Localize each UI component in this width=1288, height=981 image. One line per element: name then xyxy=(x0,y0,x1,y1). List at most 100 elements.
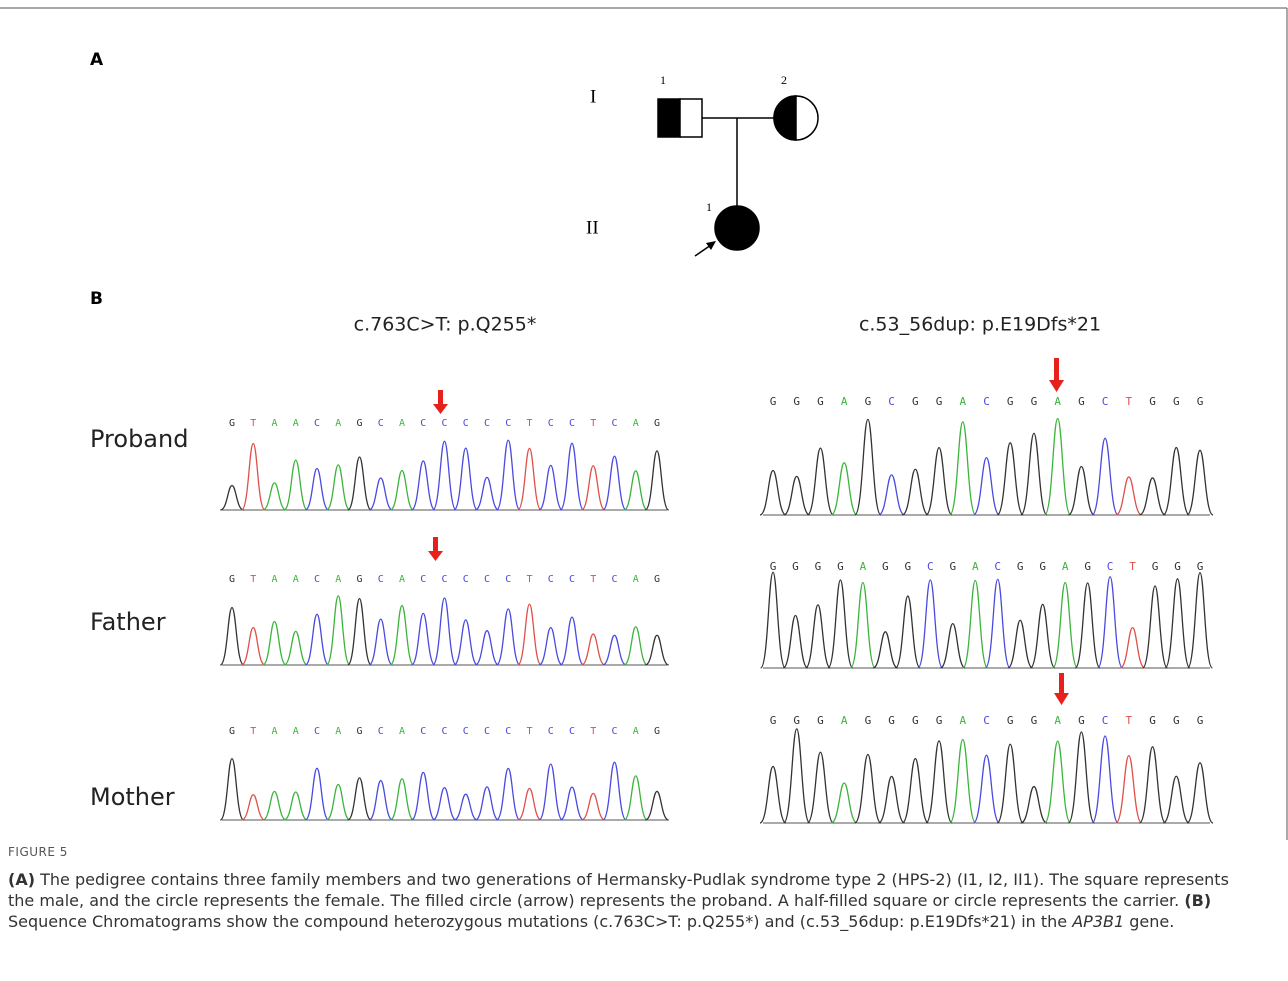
individual-number: 1 xyxy=(660,73,666,87)
trace-peak xyxy=(454,448,477,510)
trace-peak xyxy=(497,440,520,510)
base-letter: A xyxy=(293,574,299,585)
base-letter: G xyxy=(865,714,872,727)
trace-peak xyxy=(645,791,668,820)
trace-peak xyxy=(1068,466,1094,515)
base-letter: G xyxy=(356,574,362,585)
base-letter: A xyxy=(293,726,299,737)
trace-peak xyxy=(997,443,1023,515)
base-letter: G xyxy=(1084,560,1091,573)
trace-peak xyxy=(1021,433,1047,515)
trace-peak xyxy=(539,764,562,820)
trace-peak xyxy=(963,580,988,668)
base-letter: G xyxy=(1174,560,1181,573)
trace-peak xyxy=(305,768,328,820)
trace-peak xyxy=(582,793,605,820)
trace-peak xyxy=(539,465,562,510)
trace-peak xyxy=(1008,620,1033,668)
base-letter: A xyxy=(271,418,277,429)
trace-peak xyxy=(895,596,920,668)
gene-name: AP3B1 xyxy=(1072,912,1124,931)
base-letter: G xyxy=(1007,714,1014,727)
base-letter: C xyxy=(569,418,575,429)
base-letter: C xyxy=(569,726,575,737)
trace-peak xyxy=(560,443,583,510)
trace-peak xyxy=(1163,776,1189,823)
trace-peak xyxy=(327,785,350,820)
base-letter: T xyxy=(1126,395,1133,408)
base-letter: C xyxy=(441,574,447,585)
base-letter: C xyxy=(314,574,320,585)
base-letter: C xyxy=(505,574,511,585)
trace-peak xyxy=(645,635,668,665)
mutation-title: c.763C>T: p.Q255* xyxy=(354,314,537,336)
base-letter: G xyxy=(882,560,889,573)
trace-peak xyxy=(926,741,952,823)
base-letter: C xyxy=(441,726,447,737)
trace-peak xyxy=(348,778,371,820)
base-letter: G xyxy=(949,560,956,573)
base-letter: C xyxy=(484,418,490,429)
individual-number: 1 xyxy=(706,200,712,214)
base-letter: A xyxy=(1054,714,1061,727)
trace-peak xyxy=(220,608,243,665)
trace-peak xyxy=(855,419,881,515)
trace-peak xyxy=(412,613,435,665)
trace-peak xyxy=(879,475,905,515)
base-letter: C xyxy=(1102,395,1109,408)
base-letter: G xyxy=(1149,714,1156,727)
trace-peak xyxy=(390,779,413,820)
trace-peak xyxy=(973,458,999,515)
mutation-arrows xyxy=(428,358,1069,705)
base-letter: G xyxy=(1197,560,1204,573)
trace-peak xyxy=(1188,573,1213,668)
base-letter: C xyxy=(548,574,554,585)
base-letter: G xyxy=(229,418,235,429)
trace-peak xyxy=(390,606,413,665)
panel-label: B xyxy=(90,289,103,309)
trace-peak xyxy=(784,729,810,823)
trace-peak xyxy=(518,604,541,665)
trace-peak xyxy=(497,609,520,665)
base-letter: T xyxy=(250,574,256,585)
trace-peak xyxy=(433,441,456,510)
trace-peak xyxy=(918,580,943,668)
base-letter: A xyxy=(399,574,405,585)
base-letter: A xyxy=(633,574,639,585)
base-letter: C xyxy=(378,574,384,585)
trace-peak xyxy=(807,752,833,823)
base-letter: G xyxy=(1007,395,1014,408)
base-letter: A xyxy=(633,726,639,737)
base-letter: C xyxy=(420,418,426,429)
base-letter: G xyxy=(770,714,777,727)
trace-peak xyxy=(1116,756,1142,823)
trace-peak xyxy=(263,791,286,820)
trace-peak xyxy=(1045,419,1071,515)
caption-text: (A) The pedigree contains three family m… xyxy=(8,869,1258,932)
trace-peak xyxy=(1068,732,1094,823)
trace-peak xyxy=(603,762,626,820)
base-letter: G xyxy=(1078,395,1085,408)
caption-body: gene. xyxy=(1129,912,1174,931)
trace-peak xyxy=(1053,583,1078,668)
trace-peak xyxy=(997,744,1023,823)
base-letter: A xyxy=(959,714,966,727)
base-letter: G xyxy=(1017,560,1024,573)
trace-peak xyxy=(973,755,999,823)
base-letter: C xyxy=(888,395,895,408)
trace-peak xyxy=(1030,604,1055,668)
trace-peak xyxy=(369,478,392,510)
base-letter: G xyxy=(229,726,235,737)
base-letter: C xyxy=(611,574,617,585)
trace-peak xyxy=(560,617,583,665)
generation-label: II xyxy=(586,217,599,238)
base-letter: A xyxy=(271,574,277,585)
base-letter: C xyxy=(484,726,490,737)
trace-peak xyxy=(412,772,435,820)
base-letter: T xyxy=(590,418,596,429)
mutation-title: c.53_56dup: p.E19Dfs*21 xyxy=(859,314,1101,336)
trace-peak xyxy=(761,572,786,668)
trace-peak xyxy=(539,628,562,665)
caption-panel-label: (B) xyxy=(1184,891,1211,910)
base-letter: C xyxy=(420,574,426,585)
